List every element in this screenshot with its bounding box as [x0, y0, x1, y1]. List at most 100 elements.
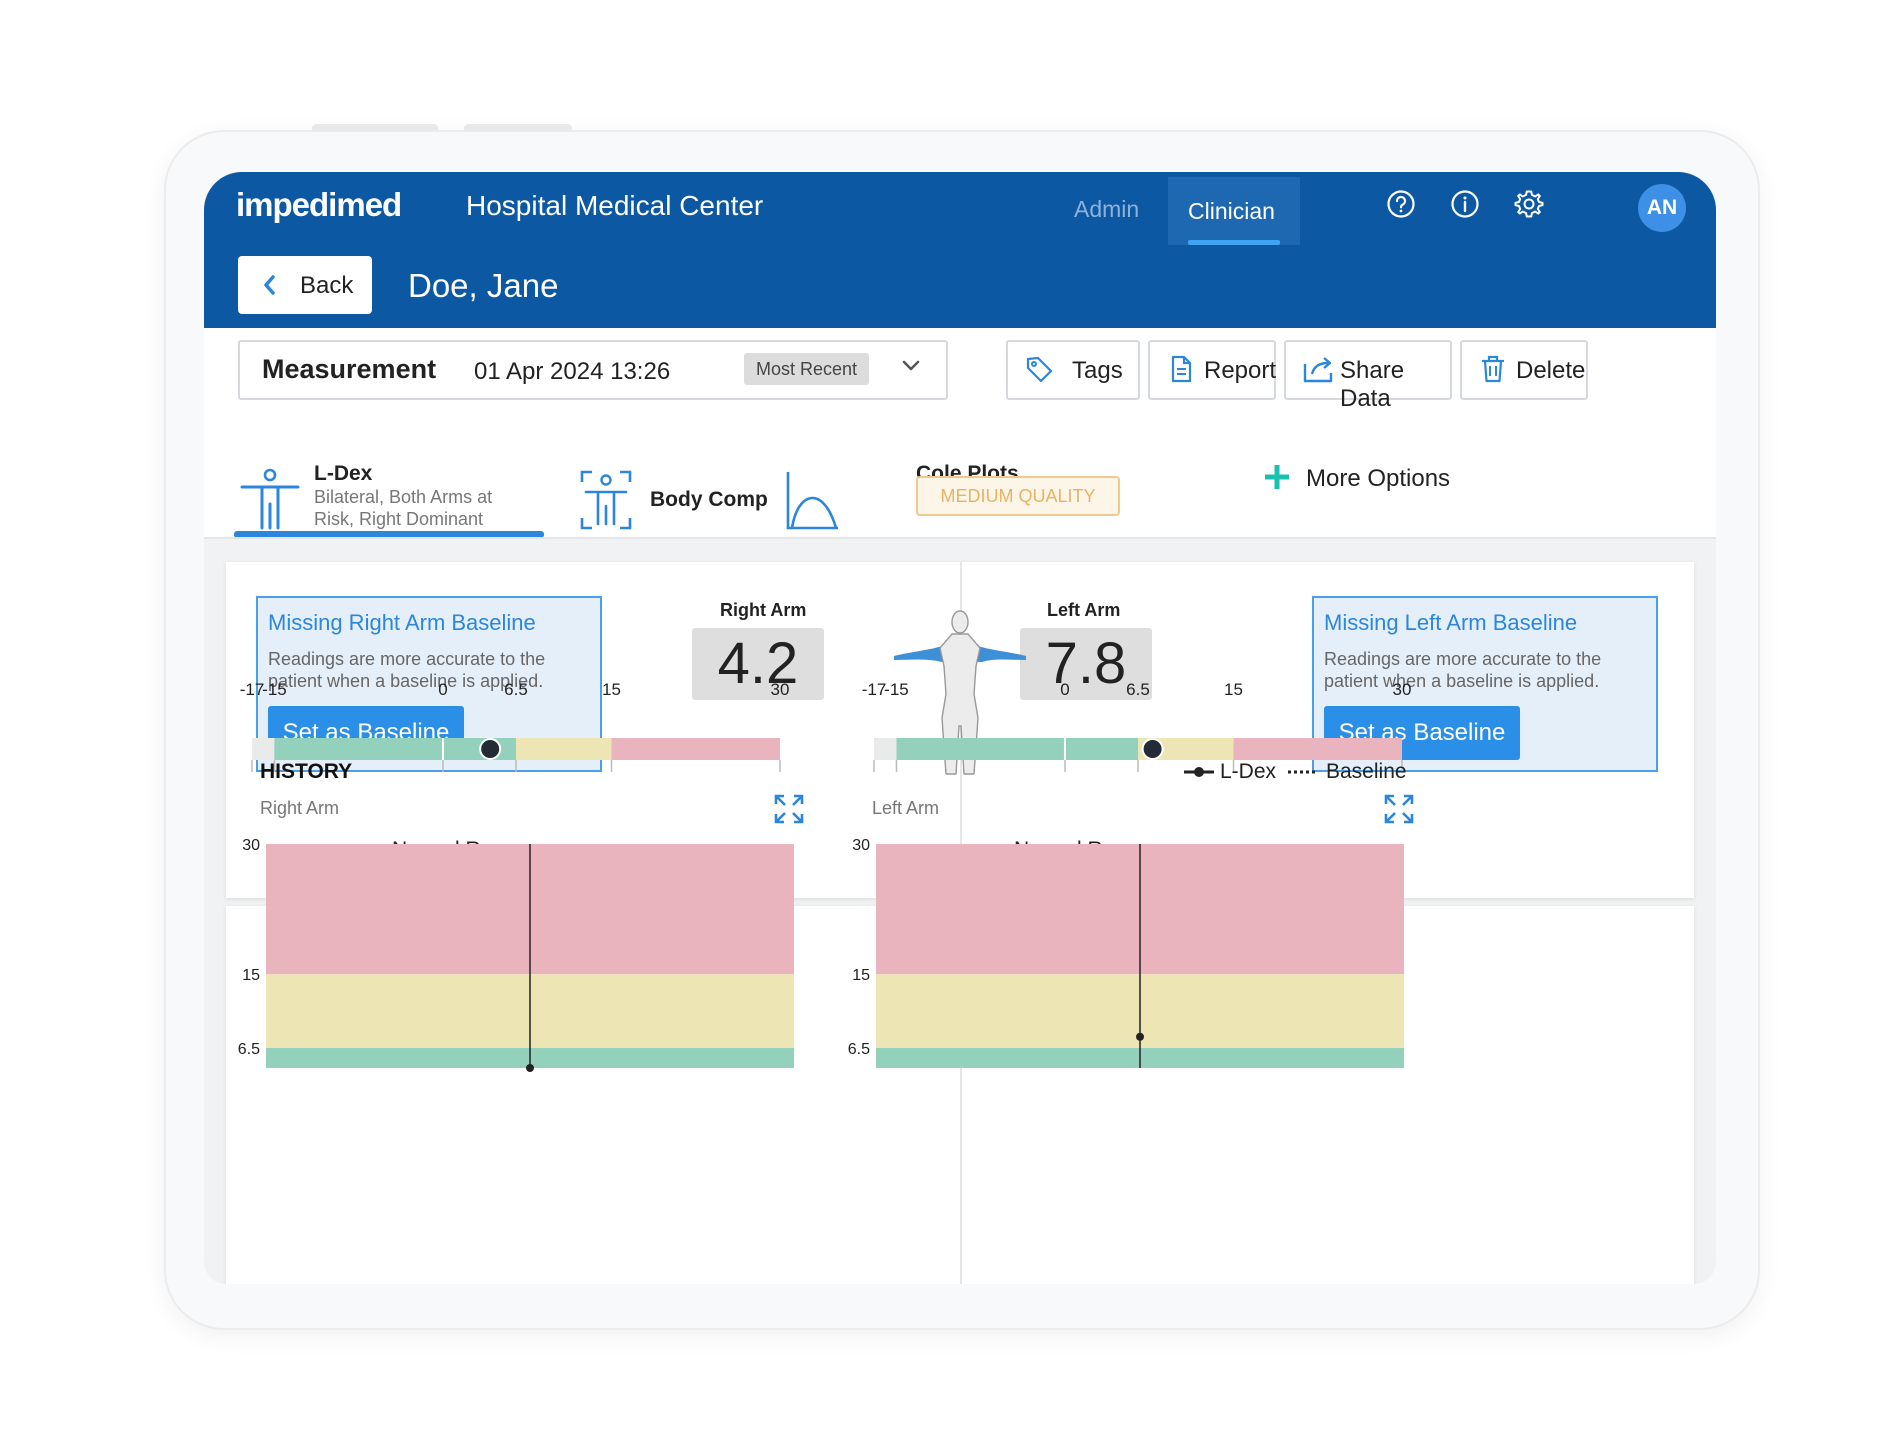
y-tick-label: 6.5: [848, 1041, 870, 1058]
ldex-subtitle-1: Bilateral, Both Arms at: [314, 487, 493, 507]
scale-tick-label: 30: [1392, 680, 1412, 699]
info-icon[interactable]: [1450, 189, 1480, 219]
left-arm-scale: [873, 738, 1403, 772]
y-tick-label: 30: [242, 837, 260, 854]
back-label: Back: [300, 272, 354, 299]
active-tab-indicator: [1188, 240, 1280, 245]
scale-tick-label: 0: [438, 680, 448, 699]
scale-segment: [252, 738, 275, 760]
scale-tick-label: -15: [262, 680, 287, 699]
left-arm-value: 7.8: [1020, 628, 1152, 700]
back-button[interactable]: Back: [238, 256, 372, 314]
right-arm-scale: [251, 738, 781, 772]
scale-segment: [274, 738, 516, 760]
legend-ldex: L-Dex: [1220, 760, 1277, 783]
device-button: [312, 124, 438, 132]
tab-ldex[interactable]: L-Dex: [314, 462, 373, 485]
y-tick-label: 6.5: [238, 1041, 260, 1058]
chevron-left-icon: [264, 275, 275, 295]
share-data-label: Share Data: [1340, 357, 1405, 412]
scale-segment: [516, 738, 612, 760]
history-left-label: Left Arm: [872, 798, 940, 818]
y-tick-label: 30: [852, 837, 870, 854]
tab-admin[interactable]: Admin: [1074, 196, 1140, 222]
quality-badge: MEDIUM QUALITY: [916, 476, 1120, 516]
left-arm-label: Left Arm: [1047, 600, 1121, 620]
plus-icon[interactable]: [1262, 462, 1292, 492]
tab-body-comp[interactable]: Body Comp: [650, 488, 768, 511]
top-bar: impedimed Hospital Medical Center Admin …: [204, 172, 1716, 245]
scale-segment: [611, 738, 780, 760]
delete-button[interactable]: Delete: [1460, 340, 1588, 400]
scale-tick-label: -17: [239, 680, 265, 699]
measurement-selector[interactable]: Measurement 01 Apr 2024 13:26 Most Recen…: [238, 340, 948, 400]
notice-body: Readings are more accurate to the patien…: [1324, 649, 1602, 691]
measurement-date: 01 Apr 2024 13:26: [474, 358, 671, 385]
report-label: Report: [1204, 357, 1277, 384]
notice-title: Missing Right Arm Baseline: [268, 610, 536, 635]
scale-tick-label: 30: [770, 680, 790, 699]
delete-label: Delete: [1516, 357, 1586, 384]
report-button[interactable]: Report: [1148, 340, 1276, 400]
organization-name: Hospital Medical Center: [466, 190, 764, 221]
scale-tick-label: -15: [884, 680, 909, 699]
scale-segment: [874, 738, 897, 760]
value-marker: [1141, 738, 1164, 760]
more-options-button[interactable]: More Options: [1306, 465, 1451, 492]
device-button: [464, 124, 572, 132]
cole-plot-icon: [786, 472, 838, 530]
history-right-label: Right Arm: [260, 798, 340, 818]
left-arm-history-chart: 30 15 6.5: [848, 837, 1404, 1068]
scale-tick-label: 15: [1224, 680, 1243, 699]
right-arm-history-chart: 30 15 6.5: [238, 837, 794, 1072]
tags-label: Tags: [1072, 357, 1123, 384]
user-avatar[interactable]: AN: [1638, 184, 1686, 232]
scale-segment: [896, 738, 1138, 760]
ldex-point: [526, 1064, 534, 1072]
scale-tick-label: 15: [602, 680, 621, 699]
tags-button[interactable]: Tags: [1006, 340, 1140, 400]
expand-icon[interactable]: [1384, 794, 1414, 824]
scale-tick-label: 6.5: [1126, 680, 1150, 699]
y-tick-label: 15: [852, 967, 870, 984]
notice-body: Readings are more accurate to the patien…: [268, 649, 546, 691]
tab-clinician-label: Clinician: [1188, 198, 1275, 224]
history-divider: [960, 930, 962, 1284]
left-arm-baseline-notice: Missing Left Arm Baseline Readings are m…: [1312, 596, 1658, 772]
tabs-divider: [204, 537, 1716, 539]
scale-tick-label: 0: [1060, 680, 1070, 699]
share-icon: [1303, 357, 1333, 383]
right-arm-label: Right Arm: [720, 600, 807, 620]
measurement-label: Measurement: [262, 354, 437, 384]
baseline-legend-icon: [1288, 770, 1316, 774]
body-composition-icon: [580, 470, 632, 530]
y-tick-label: 15: [242, 967, 260, 984]
history-title: HISTORY: [260, 760, 353, 783]
patient-bar: [204, 245, 1716, 328]
trash-icon: [1482, 355, 1504, 383]
tag-icon: [1026, 356, 1053, 383]
share-data-button[interactable]: Share Data: [1284, 340, 1452, 412]
chevron-down-icon: [902, 360, 920, 371]
most-recent-badge: Most Recent: [744, 353, 870, 385]
app-screen: impedimed Hospital Medical Center Admin …: [204, 172, 1716, 1284]
ldex-point: [1136, 1032, 1144, 1041]
ldex-legend-icon: [1184, 767, 1214, 777]
value-marker: [479, 738, 502, 760]
notice-title: Missing Left Arm Baseline: [1324, 610, 1578, 635]
document-icon: [1171, 355, 1192, 383]
scale-segment: [1233, 738, 1402, 760]
ldex-subtitle-2: Risk, Right Dominant: [314, 509, 484, 529]
legend-baseline: Baseline: [1326, 760, 1407, 783]
tab-clinician[interactable]: Clinician: [1168, 177, 1300, 245]
right-arm-value: 4.2: [692, 628, 824, 700]
scale-tick-label: -17: [861, 680, 887, 699]
patient-name: Doe, Jane: [408, 267, 559, 304]
expand-icon[interactable]: [774, 794, 804, 824]
active-analysis-tab-indicator: [234, 531, 544, 538]
scale-tick-label: 6.5: [504, 680, 528, 699]
settings-icon[interactable]: [1514, 189, 1544, 219]
help-icon[interactable]: [1386, 189, 1416, 219]
body-ldex-icon: [240, 468, 300, 530]
impedimed-logo: impedimed: [236, 186, 402, 223]
